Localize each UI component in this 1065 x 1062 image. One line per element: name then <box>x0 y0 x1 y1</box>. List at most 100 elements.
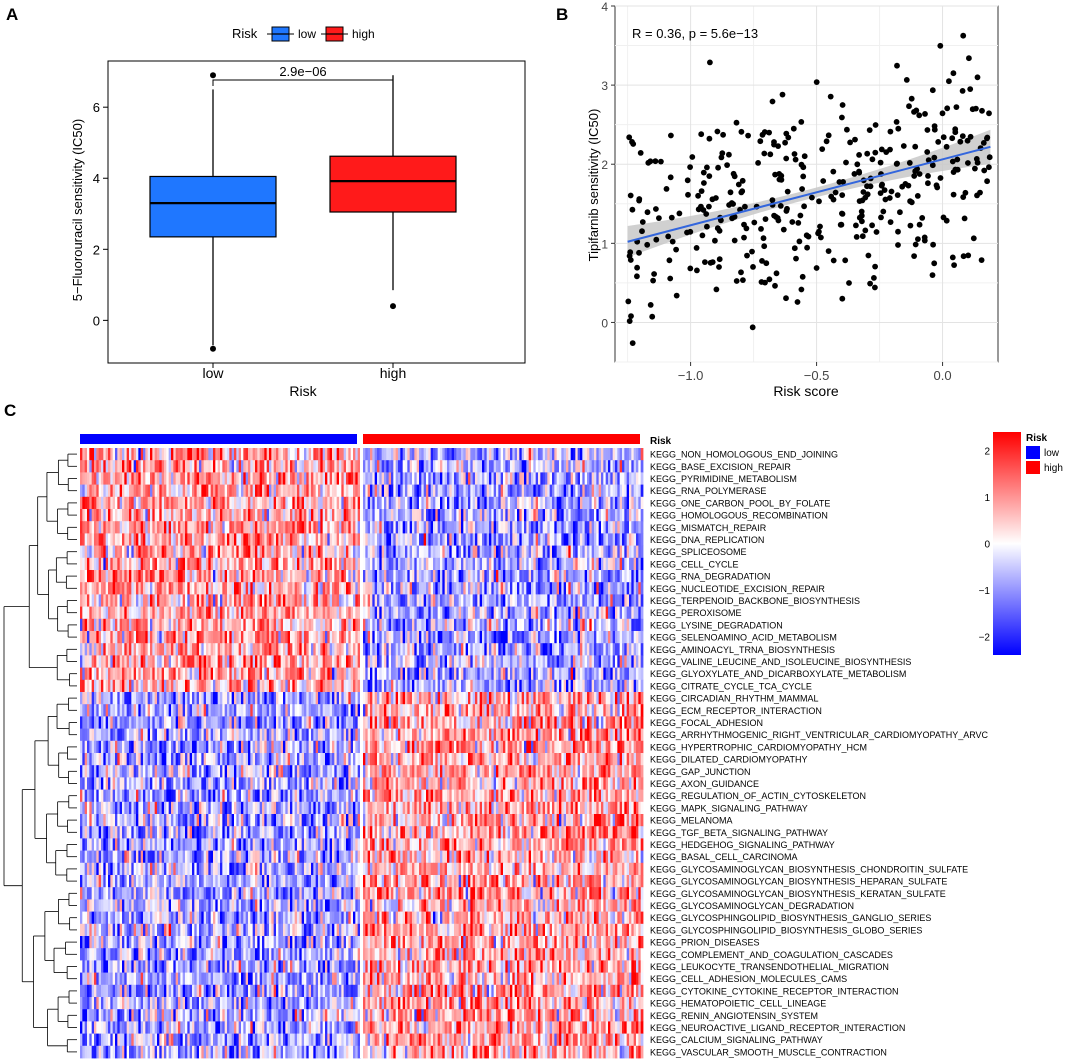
heatmap-cell <box>447 570 450 583</box>
heatmap-cell <box>573 448 576 461</box>
heatmap-cell <box>559 460 562 473</box>
scatter-point <box>872 149 879 156</box>
heatmap-cell <box>220 655 223 668</box>
heatmap-cell <box>306 606 310 620</box>
heatmap-cell <box>220 460 223 473</box>
heatmap-cell <box>407 472 411 485</box>
heatmap-cell <box>528 472 532 485</box>
heatmap-cell <box>421 496 425 510</box>
heatmap-cell <box>575 618 579 632</box>
heatmap-cell <box>498 448 502 461</box>
heatmap-cell <box>479 606 483 620</box>
heatmap-cell <box>84 582 88 595</box>
heatmap-cell <box>528 643 532 656</box>
heatmap-cell <box>426 606 429 620</box>
heatmap-cell <box>276 582 279 595</box>
heatmap-cell <box>101 655 104 668</box>
scatter-point <box>872 263 878 270</box>
heatmap-cell <box>507 545 511 559</box>
heatmap-cell <box>386 582 390 595</box>
heatmap-cell <box>549 606 553 620</box>
heatmap-cell <box>150 472 153 485</box>
heatmap-cell <box>304 496 307 510</box>
heatmap-cell <box>313 533 317 546</box>
heatmap-row <box>80 545 644 559</box>
heatmap-cell <box>374 460 378 473</box>
heatmap-cell <box>187 582 191 595</box>
heatmap-cell <box>241 448 244 461</box>
heatmap-cell <box>213 545 216 559</box>
heatmap-cell <box>559 594 562 607</box>
heatmap-cell <box>283 594 286 607</box>
heatmap-cell <box>540 484 544 498</box>
heatmap-cell <box>561 448 565 461</box>
heatmap-cell <box>633 655 637 668</box>
scatter-point <box>743 225 750 232</box>
heatmap-cell <box>227 545 230 559</box>
heatmap-cell <box>285 655 289 668</box>
heatmap-cell <box>407 631 411 644</box>
heatmap-cell <box>96 631 100 644</box>
heatmap-cell <box>103 582 107 595</box>
heatmap-cell <box>367 472 371 485</box>
heatmap-cell <box>563 618 567 632</box>
heatmap-cell <box>355 557 359 571</box>
heatmap-cell <box>405 606 408 620</box>
heatmap-cell <box>133 606 137 620</box>
heatmap-cell <box>556 521 560 534</box>
heatmap-cell <box>524 582 527 595</box>
heatmap-cell <box>444 448 448 461</box>
heatmap-cell <box>255 521 258 534</box>
heatmap-cell <box>451 460 455 473</box>
heatmap-cell <box>196 509 200 522</box>
heatmap-cell <box>164 521 167 534</box>
heatmap-cell <box>283 460 286 473</box>
heatmap-cell <box>112 521 116 534</box>
heatmap-cell <box>472 618 476 632</box>
heatmap-cell <box>213 594 216 607</box>
heatmap-cell <box>598 509 602 522</box>
heatmap-cell <box>533 521 537 534</box>
heatmap-cell <box>367 618 371 632</box>
heatmap-cell <box>370 618 373 632</box>
heatmap-cell <box>528 448 532 461</box>
heatmap-cell <box>570 643 574 656</box>
heatmap-cell <box>257 594 261 607</box>
heatmap-cell <box>327 594 331 607</box>
heatmap-cell <box>610 594 614 607</box>
heatmap-cell <box>552 472 555 485</box>
heatmap-cell <box>292 643 296 656</box>
heatmap-cell <box>423 570 427 583</box>
heatmap-cell <box>531 545 534 559</box>
heatmap-cell <box>308 631 312 644</box>
heatmap-cell <box>365 460 369 473</box>
heatmap-cell <box>161 667 165 681</box>
heatmap-cell <box>533 557 537 571</box>
heatmap-cell <box>519 618 523 632</box>
heatmap-cell <box>563 533 567 546</box>
heatmap-cell <box>454 594 457 607</box>
heatmap-cell <box>194 484 198 498</box>
heatmap-cell <box>143 533 146 546</box>
heatmap-cell <box>575 557 579 571</box>
heatmap-cell <box>124 582 128 595</box>
heatmap-cell <box>348 618 352 632</box>
heatmap-cell <box>617 496 621 510</box>
heatmap-cell <box>444 631 448 644</box>
heatmap-cell <box>619 557 623 571</box>
heatmap-cell <box>255 557 258 571</box>
heatmap-cell <box>250 533 254 546</box>
heatmap-cell <box>143 496 146 510</box>
heatmap-cell <box>619 509 623 522</box>
heatmap-cell <box>416 496 420 510</box>
heatmap-cell <box>236 533 240 546</box>
heatmap-cell <box>138 509 142 522</box>
heatmap-cell <box>136 667 139 681</box>
heatmap-cell <box>273 655 277 668</box>
heatmap-cell <box>143 582 146 595</box>
heatmap-cell <box>124 509 128 522</box>
heatmap-cell <box>435 582 439 595</box>
heatmap-cell <box>285 570 289 583</box>
heatmap-cell <box>428 570 432 583</box>
heatmap-cell <box>423 655 427 668</box>
